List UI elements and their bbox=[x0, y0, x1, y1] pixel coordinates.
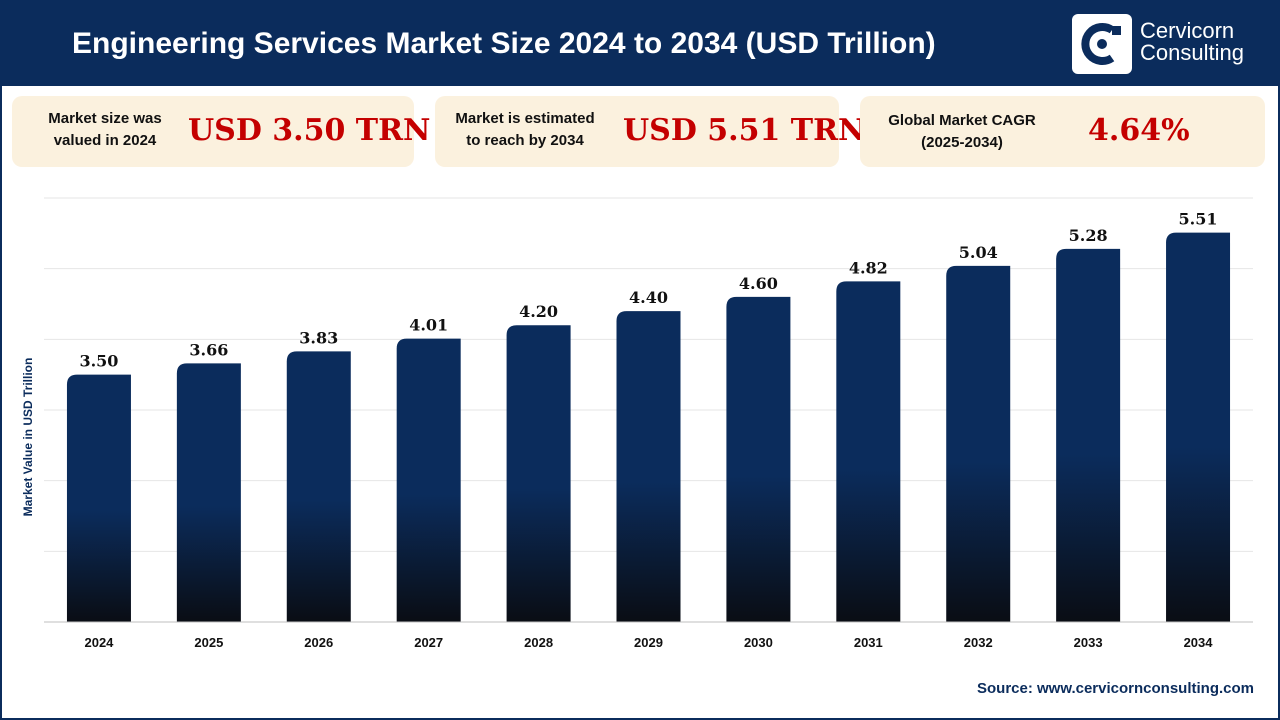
x-tick-2032: 2032 bbox=[964, 635, 993, 650]
bar-2032 bbox=[946, 265, 1011, 622]
x-tick-2027: 2027 bbox=[414, 635, 443, 650]
x-tick-2031: 2031 bbox=[854, 635, 883, 650]
value-label-2025: 3.66 bbox=[189, 340, 228, 359]
x-tick-2024: 2024 bbox=[84, 635, 114, 650]
value-label-2027: 4.01 bbox=[409, 316, 448, 335]
value-label-2026: 3.83 bbox=[299, 328, 338, 347]
stat-value: USD 5.51 TRN bbox=[623, 113, 866, 148]
value-label-2031: 4.82 bbox=[849, 258, 888, 277]
stat-card-global-cagr: Global Market CAGR (2025-2034) 4.64% bbox=[860, 96, 1265, 167]
value-labels: 3.50 3.66 3.83 4.01 4.20 4.40 4.60 4.82 5.04 5.28… bbox=[79, 210, 1217, 371]
stat-label: Market size was valued in 2024 bbox=[30, 108, 180, 152]
brand-line-2: Consulting bbox=[1140, 40, 1244, 65]
bar-2028 bbox=[506, 325, 571, 622]
bar-2031 bbox=[836, 281, 901, 622]
x-tick-2034: 2034 bbox=[1184, 635, 1214, 650]
x-tick-2028: 2028 bbox=[524, 635, 553, 650]
stat-label-line-2: valued in 2024 bbox=[53, 132, 157, 149]
stat-label-line-1: Market is estimated bbox=[455, 110, 595, 127]
x-tick-2030: 2030 bbox=[744, 635, 773, 650]
value-label-2028: 4.20 bbox=[519, 302, 558, 321]
logo bbox=[1072, 14, 1132, 74]
brand-line-1: Cervicorn bbox=[1140, 18, 1235, 43]
stat-value: 4.64% bbox=[1088, 113, 1190, 148]
stat-label-line-1: Market size was bbox=[48, 110, 162, 127]
page-title: Engineering Services Market Size 2024 to… bbox=[72, 27, 936, 60]
cervicorn-logo-icon bbox=[1081, 23, 1121, 65]
x-tick-2025: 2025 bbox=[194, 635, 223, 650]
value-label-2029: 4.40 bbox=[629, 288, 668, 307]
x-tick-labels: 2024 2025 2026 2027 2028 2029 2030 2031 2032 2033… bbox=[84, 635, 1213, 650]
stat-label: Global Market CAGR (2025-2034) bbox=[874, 110, 1050, 154]
bars bbox=[66, 232, 1231, 623]
stat-label-line-2: to reach by 2034 bbox=[466, 132, 584, 149]
x-tick-2033: 2033 bbox=[1074, 635, 1103, 650]
value-label-2024: 3.50 bbox=[79, 352, 118, 371]
bar-2027 bbox=[396, 338, 461, 622]
x-tick-2029: 2029 bbox=[634, 635, 663, 650]
value-label-2034: 5.51 bbox=[1179, 210, 1218, 229]
bar-2024 bbox=[66, 374, 131, 622]
source-note: Source: www.cervicornconsulting.com bbox=[976, 680, 1254, 697]
stat-label: Market is estimated to reach by 2034 bbox=[441, 108, 609, 152]
bar-2033 bbox=[1056, 248, 1121, 622]
stat-card-market-size-2024: Market size was valued in 2024 USD 3.50 … bbox=[12, 96, 430, 167]
value-label-2033: 5.28 bbox=[1069, 226, 1108, 245]
value-label-2030: 4.60 bbox=[739, 274, 778, 293]
value-label-2032: 5.04 bbox=[959, 243, 998, 262]
header-banner: Engineering Services Market Size 2024 to… bbox=[0, 0, 1280, 86]
bar-2029 bbox=[616, 311, 681, 622]
brand-name: Cervicorn Consulting bbox=[1140, 20, 1244, 64]
bar-2026 bbox=[286, 351, 351, 622]
bar-2025 bbox=[176, 363, 241, 622]
stat-value: USD 3.50 TRN bbox=[188, 113, 431, 148]
stat-label-line-1: Global Market CAGR bbox=[888, 112, 1036, 129]
stat-label-line-2: (2025-2034) bbox=[921, 134, 1003, 151]
bar-2030 bbox=[726, 296, 791, 622]
stat-card-market-estimate-2034: Market is estimated to reach by 2034 USD… bbox=[435, 96, 865, 167]
x-tick-2026: 2026 bbox=[304, 635, 333, 650]
bar-2034 bbox=[1166, 232, 1231, 623]
